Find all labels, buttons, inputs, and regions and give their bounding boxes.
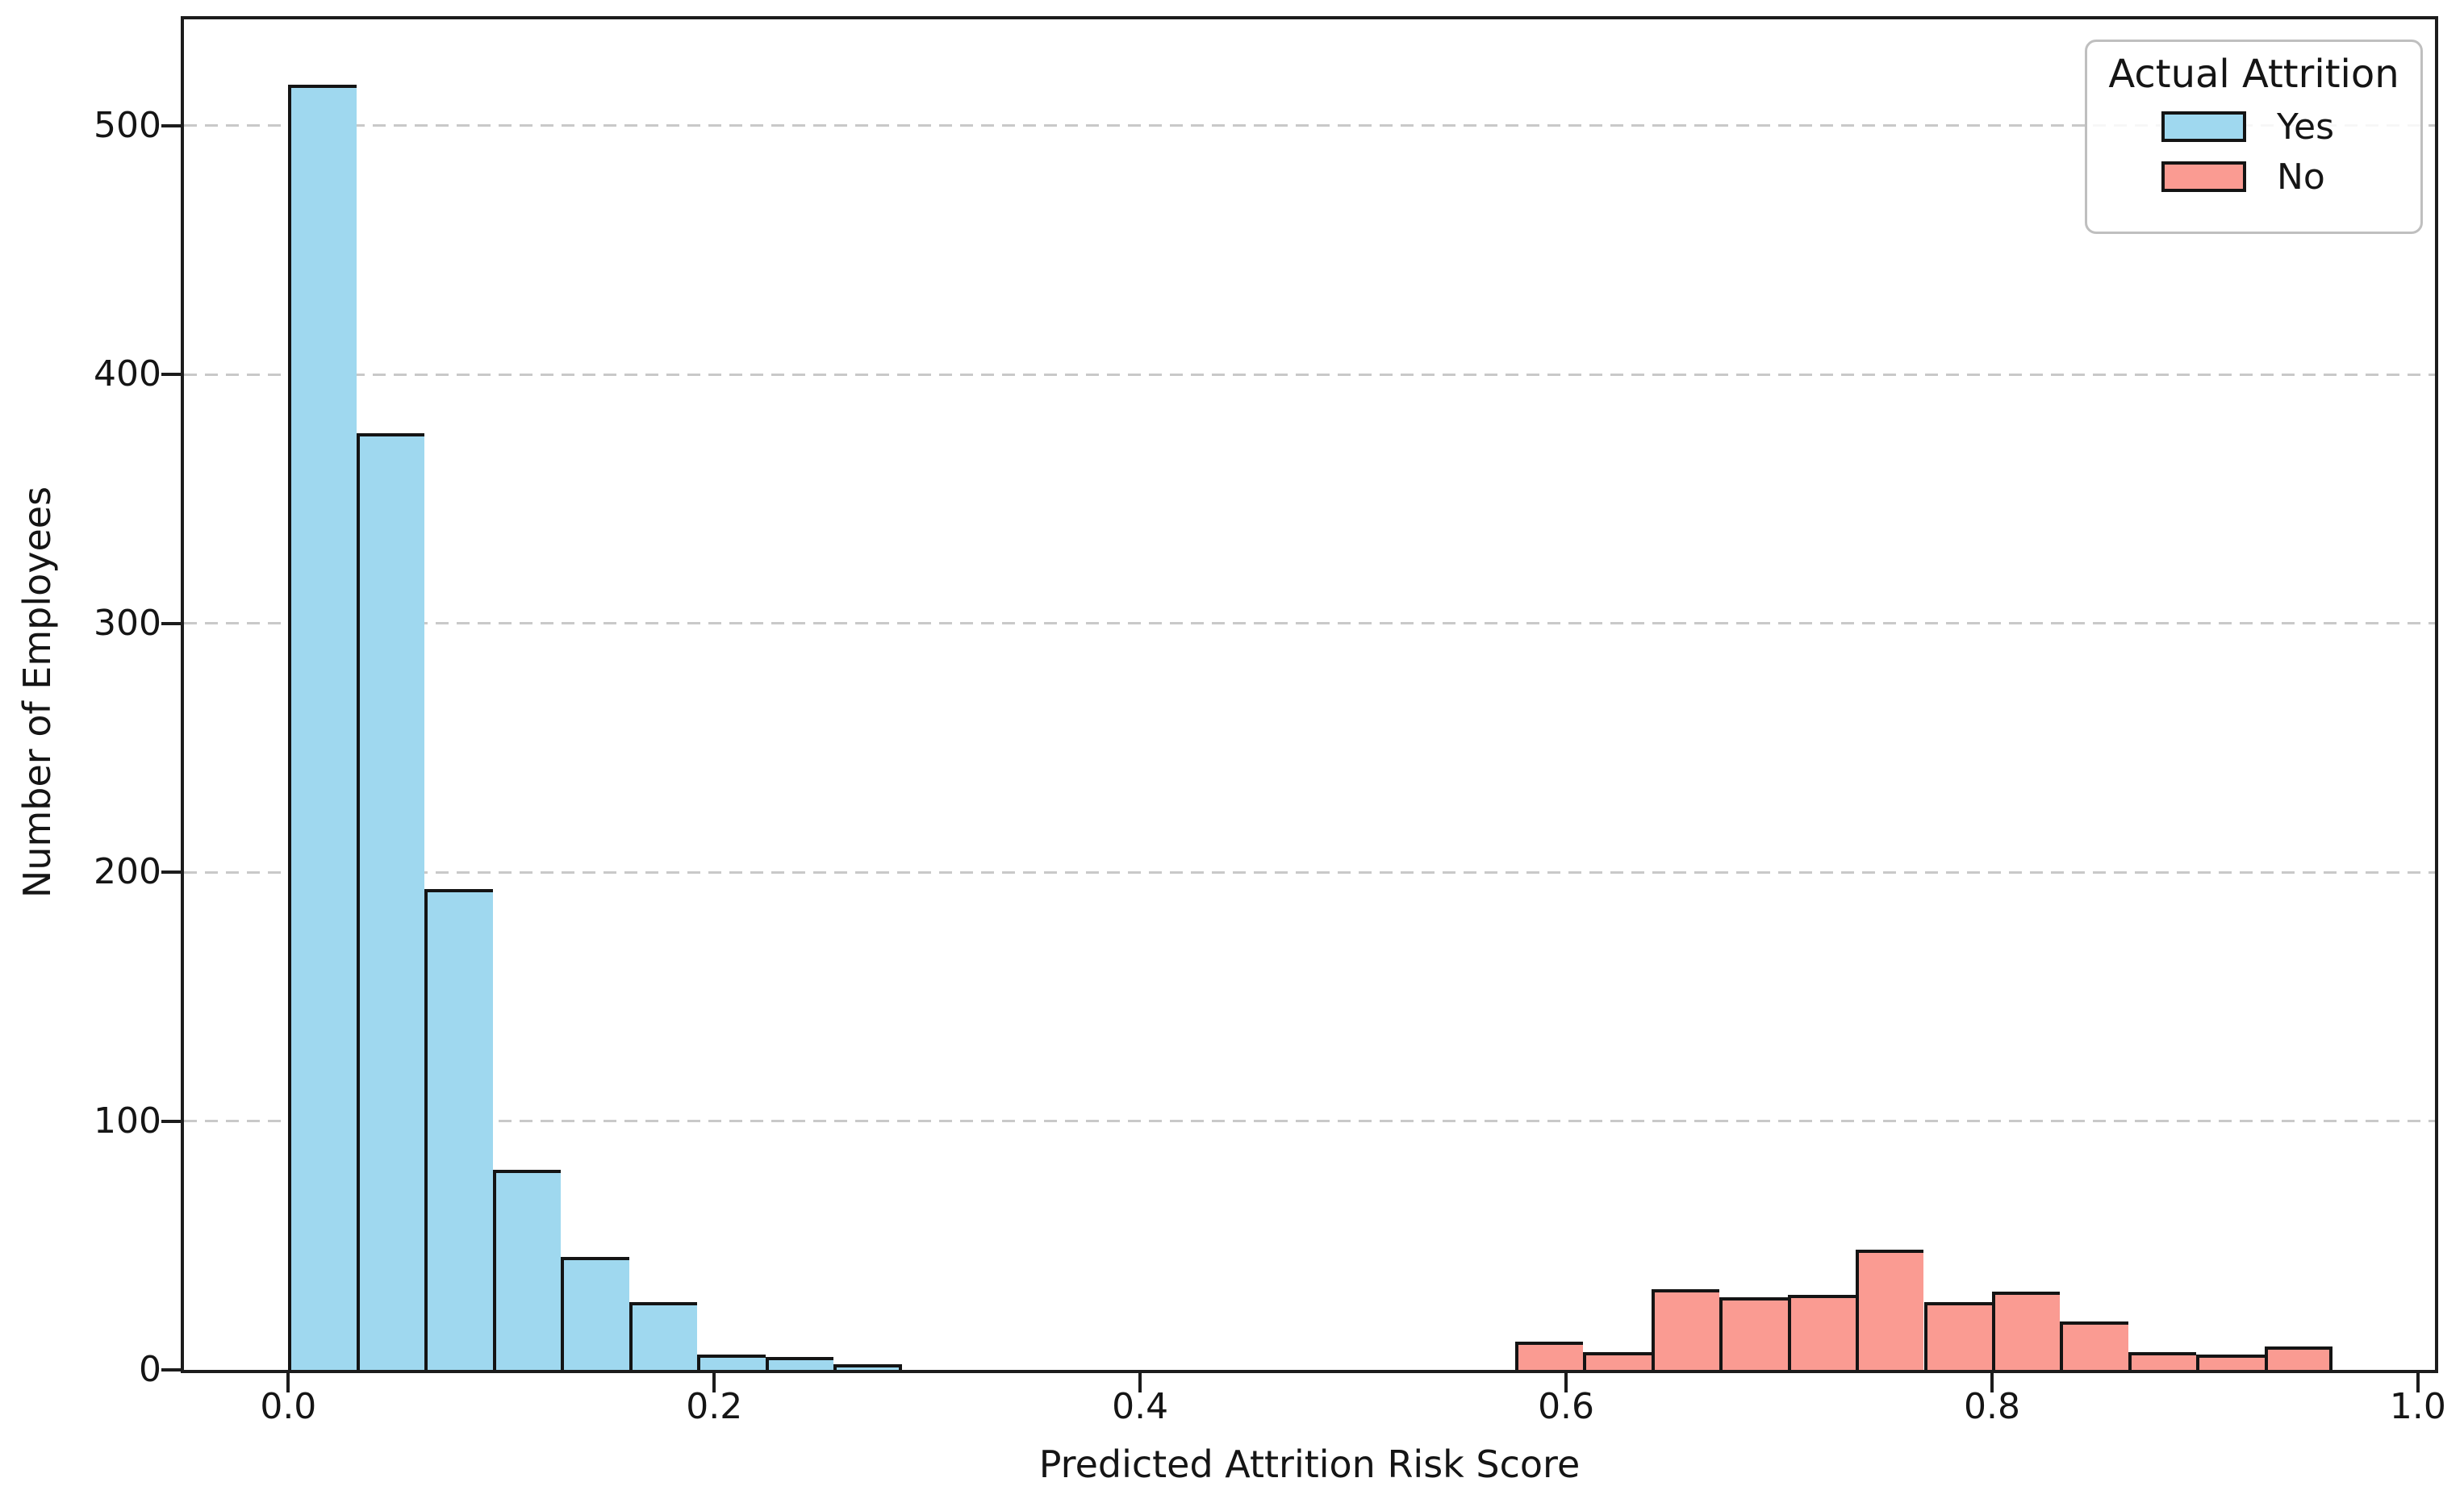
legend-swatch-no xyxy=(2161,161,2246,192)
x-tick-0.8 xyxy=(1990,1373,1994,1392)
bar-no-6 xyxy=(1923,1301,1992,1370)
gridline-y-500 xyxy=(184,124,2435,127)
bar-yes-2 xyxy=(424,888,493,1370)
bar-yes-4 xyxy=(561,1257,629,1370)
bar-no-0 xyxy=(1514,1342,1584,1370)
y-tick-400 xyxy=(161,373,181,377)
bar-no-11 xyxy=(2264,1346,2333,1370)
x-axis-label: Predicted Attrition Risk Score xyxy=(1038,1442,1581,1486)
legend-entries: Yes No xyxy=(2087,106,2420,198)
x-tick-0.4 xyxy=(1138,1373,1142,1392)
legend-swatch-yes xyxy=(2161,111,2246,142)
y-tick-label-100: 100 xyxy=(94,1100,161,1142)
y-tick-label-400: 400 xyxy=(94,353,161,395)
y-tick-label-200: 200 xyxy=(94,851,161,893)
gridline-y-100 xyxy=(184,1120,2435,1123)
bar-no-8 xyxy=(2060,1321,2128,1370)
bar-yes-0 xyxy=(288,85,357,1370)
x-tick-label-0.4: 0.4 xyxy=(1112,1386,1169,1427)
y-tick-500 xyxy=(161,123,181,127)
legend-row-yes: Yes xyxy=(2161,106,2420,148)
gridline-y-400 xyxy=(184,373,2435,376)
y-tick-200 xyxy=(161,870,181,875)
y-tick-300 xyxy=(161,621,181,625)
bar-yes-8 xyxy=(833,1363,902,1370)
x-tick-label-0.8: 0.8 xyxy=(1963,1386,2020,1427)
x-tick-label-0.6: 0.6 xyxy=(1538,1386,1595,1427)
x-tick-0.6 xyxy=(1564,1373,1568,1392)
legend: Actual Attrition Yes No xyxy=(2085,40,2423,234)
y-tick-label-0: 0 xyxy=(139,1349,161,1390)
x-tick-0.2 xyxy=(712,1373,716,1392)
bar-no-5 xyxy=(1856,1250,1924,1370)
bar-no-1 xyxy=(1583,1351,1652,1370)
bar-yes-7 xyxy=(765,1356,834,1370)
bar-yes-3 xyxy=(492,1170,562,1370)
bar-yes-6 xyxy=(697,1354,766,1370)
legend-label-no: No xyxy=(2277,156,2325,198)
x-tick-1.0 xyxy=(2416,1373,2420,1392)
y-axis-label: Number of Employees xyxy=(15,486,59,899)
x-tick-label-0.2: 0.2 xyxy=(686,1386,743,1427)
gridline-y-300 xyxy=(184,622,2435,625)
bar-no-10 xyxy=(2196,1354,2265,1370)
y-tick-100 xyxy=(161,1119,181,1123)
x-tick-label-0.0: 0.0 xyxy=(260,1386,317,1427)
bar-no-9 xyxy=(2128,1351,2197,1370)
y-tick-label-300: 300 xyxy=(94,602,161,644)
bar-yes-5 xyxy=(629,1301,698,1370)
bar-no-2 xyxy=(1651,1289,1720,1370)
x-tick-0.0 xyxy=(286,1373,290,1392)
legend-row-no: No xyxy=(2161,156,2420,198)
plot-area xyxy=(181,16,2438,1373)
legend-label-yes: Yes xyxy=(2277,106,2335,148)
y-tick-label-500: 500 xyxy=(94,104,161,146)
gridline-y-200 xyxy=(184,870,2435,874)
y-tick-0 xyxy=(161,1368,181,1371)
bar-yes-1 xyxy=(356,433,425,1370)
legend-title: Actual Attrition xyxy=(2108,52,2399,97)
bar-no-4 xyxy=(1787,1294,1856,1370)
x-tick-label-1.0: 1.0 xyxy=(2389,1386,2446,1427)
bar-no-7 xyxy=(1991,1292,2061,1370)
bar-no-3 xyxy=(1719,1296,1788,1370)
